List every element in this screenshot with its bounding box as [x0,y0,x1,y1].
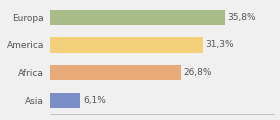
Text: 31,3%: 31,3% [206,41,234,49]
Text: 6,1%: 6,1% [83,96,106,105]
Text: 35,8%: 35,8% [228,13,256,22]
Bar [50,37,203,53]
Bar [50,65,181,80]
Text: 26,8%: 26,8% [184,68,212,77]
Bar [50,10,225,25]
Bar [50,93,80,108]
